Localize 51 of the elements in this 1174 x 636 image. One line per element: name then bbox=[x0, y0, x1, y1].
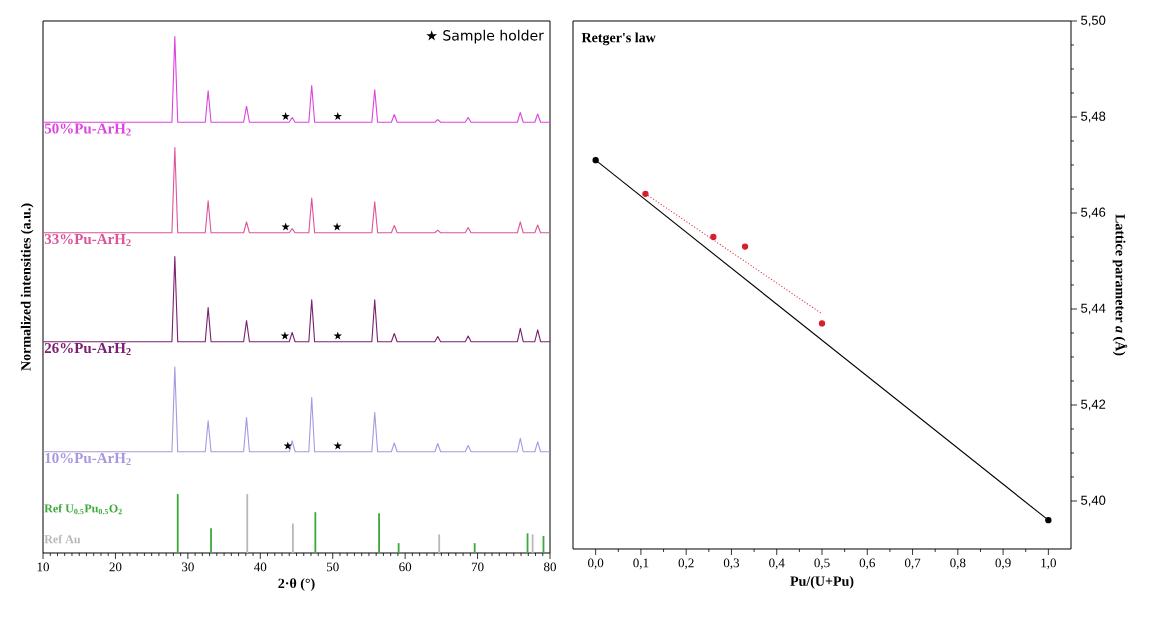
y-tick-label: 5,44 bbox=[1081, 303, 1106, 315]
x-tick-label: 70 bbox=[471, 562, 484, 572]
x-axis-title: Pu/(U+Pu) bbox=[790, 576, 854, 589]
x-tick-label: 0,8 bbox=[950, 558, 966, 570]
annotation: ★ bbox=[333, 441, 342, 450]
x-tick-label: 80 bbox=[544, 562, 557, 572]
point bbox=[741, 243, 749, 250]
x-axis-title: 2·θ (°) bbox=[278, 578, 315, 591]
annotation: ★ Sample holder bbox=[426, 29, 544, 44]
y-tick-label: 5,42 bbox=[1081, 399, 1106, 411]
annotation: ★ bbox=[283, 441, 293, 450]
series-label: 50%Pu-ArH$_{2}$ bbox=[44, 123, 131, 136]
point bbox=[592, 157, 599, 164]
annotation: ★ bbox=[281, 222, 290, 231]
series-label: 26%Pu-ArH$_{2}$ bbox=[44, 342, 131, 356]
annotation: ★ bbox=[333, 331, 342, 340]
y-axis-title: Lattice parameter a (Å) bbox=[1112, 214, 1128, 356]
y-tick-label: 5,48 bbox=[1081, 111, 1106, 123]
y-tick-label: 5,46 bbox=[1081, 207, 1106, 219]
series-label: 10%Pu-ArH$_{2}$ bbox=[45, 452, 131, 466]
x-tick-label: 20 bbox=[109, 562, 122, 572]
point bbox=[710, 233, 717, 241]
x-tick-label: 0,2 bbox=[678, 558, 694, 570]
text: Ref Au bbox=[44, 534, 81, 544]
series-label: 33%Pu-ArH$_{2}$ bbox=[44, 233, 131, 247]
x-tick-label: 40 bbox=[254, 562, 267, 572]
y-axis-title: Normalized intensities (a.u.) bbox=[20, 203, 34, 371]
x-tick-label: 0,1 bbox=[633, 558, 649, 570]
x-tick-label: 0,0 bbox=[588, 558, 604, 570]
point bbox=[818, 320, 826, 327]
x-tick-label: 0,5 bbox=[814, 558, 830, 570]
annotation: ★ bbox=[281, 112, 290, 121]
x-tick-label: 0,6 bbox=[859, 558, 876, 570]
x-tick-label: 1,0 bbox=[1041, 558, 1056, 570]
x-tick-label: 10 bbox=[37, 562, 50, 572]
x-tick-label: 50 bbox=[326, 562, 339, 572]
text: Ref U$_{0.5}$Pu$_{0.5}$O$_{2}$ bbox=[44, 503, 122, 515]
annotation: ★ bbox=[333, 112, 342, 121]
y-tick-label: 5,50 bbox=[1081, 15, 1106, 27]
point bbox=[642, 190, 649, 197]
x-tick-label: 0,7 bbox=[904, 558, 921, 570]
point bbox=[1045, 517, 1052, 524]
y-tick-label: 5,40 bbox=[1081, 495, 1106, 507]
annotation: ★ bbox=[332, 222, 342, 231]
x-tick-label: 0,3 bbox=[723, 558, 740, 570]
x-tick-label: 0,4 bbox=[769, 558, 785, 570]
x-tick-label: 60 bbox=[399, 562, 412, 572]
text: Retger's law bbox=[581, 32, 656, 46]
x-tick-label: 0,9 bbox=[995, 558, 1011, 570]
annotation: ★ bbox=[280, 331, 290, 340]
x-tick-label: 30 bbox=[181, 562, 194, 572]
